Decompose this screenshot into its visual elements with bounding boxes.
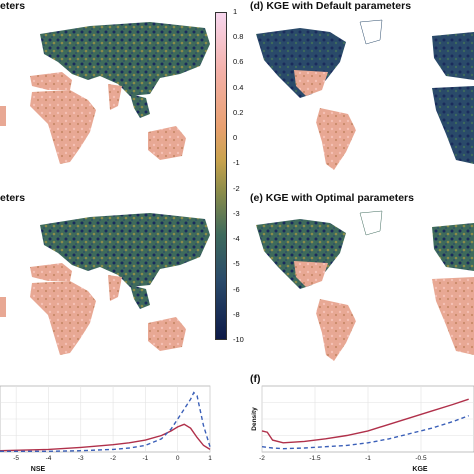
panel-e-title: (e) KGE with Optimal parameters <box>250 192 414 204</box>
se-asia-shape <box>130 285 150 309</box>
map-nse-optimal <box>0 205 210 365</box>
x-tick-label: 0 <box>176 455 180 462</box>
usa-shape <box>294 70 328 96</box>
density-curve-optimal <box>261 398 469 444</box>
colorbar-tick-label: -8 <box>233 309 240 319</box>
se-asia-shape <box>130 94 150 118</box>
colorbar-tick-label: -3 <box>233 208 240 218</box>
panel-a-title: eters <box>0 0 26 12</box>
europe-shape <box>432 223 474 271</box>
africa-shape <box>30 281 96 355</box>
map-nse-default <box>0 14 210 174</box>
x-tick-label: -1.5 <box>309 455 321 462</box>
x-tick-label: -1 <box>142 455 148 462</box>
colorbar-tick-label: -5 <box>233 259 240 269</box>
colorbar-tick-label: -2 <box>233 183 240 193</box>
americas-edge <box>0 106 6 126</box>
colorbar-tick-label: -4 <box>233 234 240 244</box>
eurasia-shape <box>40 213 210 287</box>
map-nse-optimal-svg <box>0 213 210 355</box>
africa-right-shape <box>432 277 474 355</box>
india-shape <box>108 275 122 301</box>
africa-shape <box>30 90 96 164</box>
x-tick-label: -5 <box>13 455 19 462</box>
americas-edge <box>0 297 6 317</box>
x-tick-label: -2 <box>259 455 265 462</box>
eurasia-shape <box>40 22 210 96</box>
panel-b-title: eters <box>0 192 26 204</box>
colorbar-tick-label: 0.2 <box>233 107 244 117</box>
australia-shape <box>148 317 186 351</box>
density-curve-default <box>261 415 469 450</box>
mediterranean-shape <box>30 263 72 281</box>
x-tick-label: -0.5 <box>415 455 427 462</box>
colorbar-tick-label: 1 <box>233 7 238 16</box>
mediterranean-shape <box>30 72 72 90</box>
colorbar-tick-label: -1 <box>233 158 240 168</box>
density-plot-nse: -5 -4 -3 -2 -1 0 1 NSE <box>0 385 212 473</box>
x-axis-label: NSE <box>31 466 46 473</box>
europe-shape <box>432 32 474 80</box>
south-america-shape <box>316 299 356 361</box>
x-tick-label: -2 <box>110 455 116 462</box>
x-axis-label: KGE <box>412 466 428 473</box>
colorbar-tick-label: 0.6 <box>233 57 244 67</box>
africa-right-shape <box>432 86 474 164</box>
x-tick-label: -1 <box>365 455 371 462</box>
usa-shape <box>294 261 328 287</box>
map-kge-default-svg <box>256 19 474 170</box>
map-kge-optimal <box>250 205 474 365</box>
panel-d-title: (d) KGE with Default parameters <box>250 0 412 12</box>
x-tick-label: -4 <box>46 455 52 462</box>
colorbar-tick-label: -10 <box>233 335 244 344</box>
greenland-shape <box>359 210 383 236</box>
colorbar-tick-label: 0.8 <box>233 32 244 42</box>
x-tick-label: -3 <box>78 455 84 462</box>
panel-f-title: (f) <box>250 373 261 385</box>
map-kge-default <box>250 14 474 174</box>
colorbar-tick-label: 0 <box>233 133 238 143</box>
india-shape <box>108 84 122 110</box>
map-kge-optimal-svg <box>256 210 474 361</box>
y-axis-label: Density <box>251 407 258 431</box>
colorbar <box>215 12 227 340</box>
density-plot-kge: -2 -1.5 -1 -0.5 KGE Density <box>251 385 474 473</box>
colorbar-tick-label: 0.4 <box>233 82 244 92</box>
south-america-shape <box>316 108 356 170</box>
colorbar-tick-label: -6 <box>233 284 240 294</box>
x-tick-label: 1 <box>208 455 212 462</box>
greenland-shape <box>359 19 383 45</box>
map-nse-default-svg <box>0 22 210 164</box>
australia-shape <box>148 126 186 160</box>
density-curve-default <box>0 391 211 452</box>
